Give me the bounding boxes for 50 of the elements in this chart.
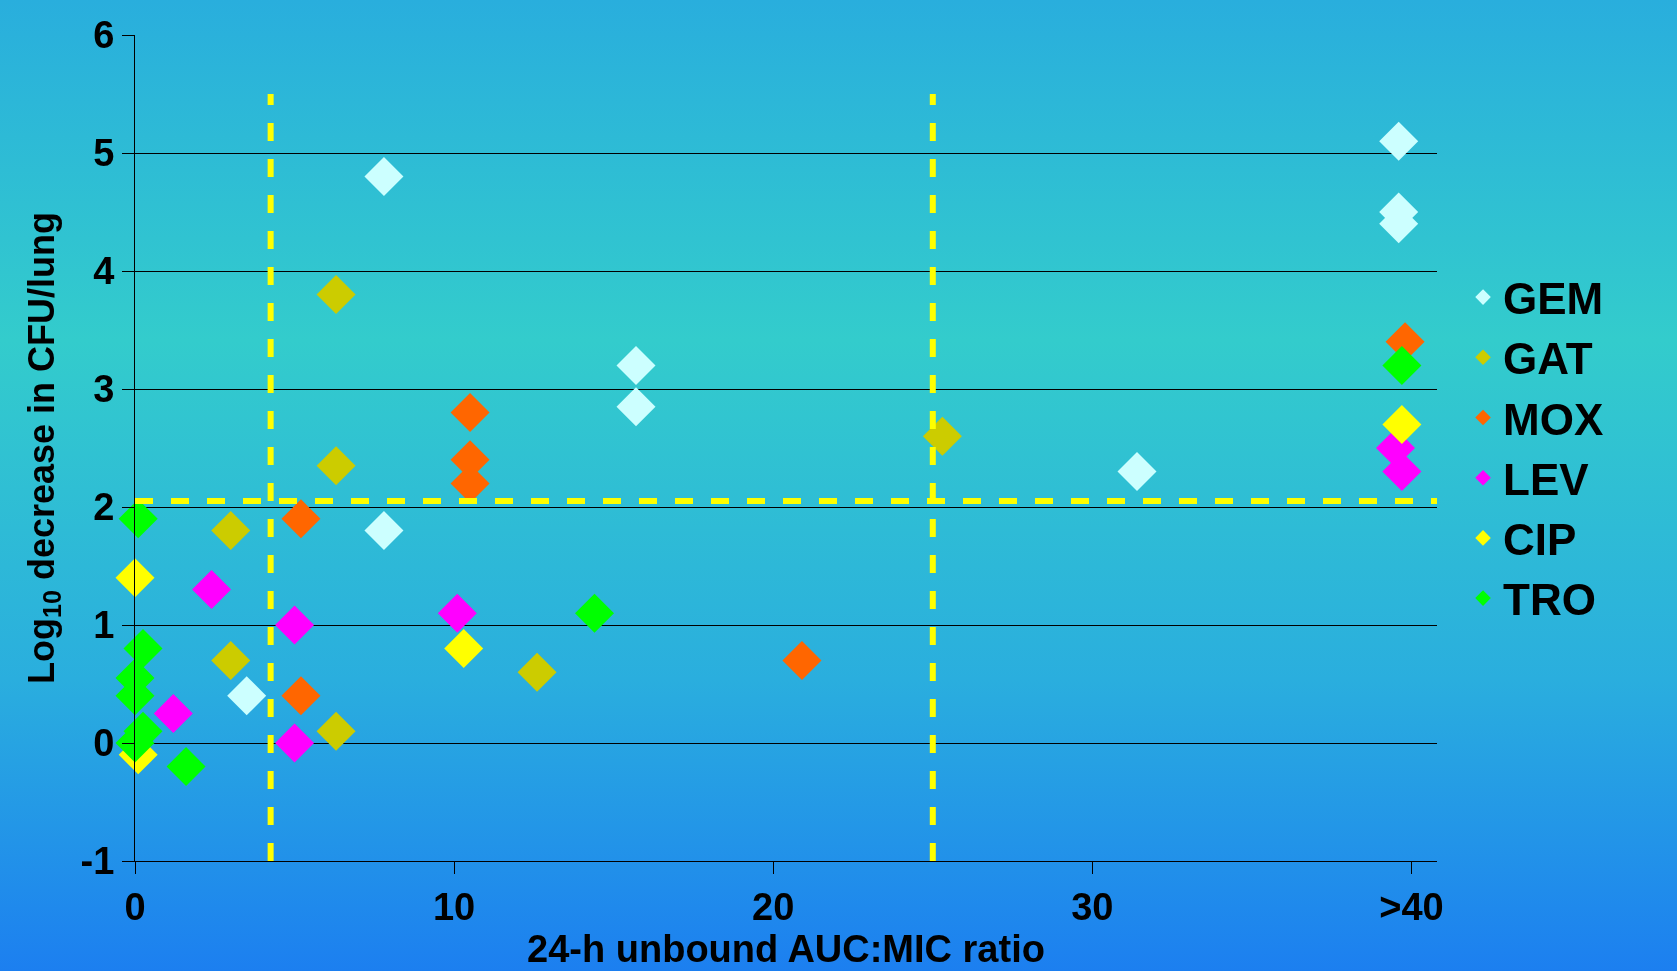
y-tick-label: 3: [93, 368, 115, 411]
point: [316, 275, 356, 315]
point: [275, 723, 315, 763]
x-tick-label: 20: [752, 885, 795, 928]
x-axis-title: 24-h unbound AUC:MIC ratio: [527, 927, 1045, 970]
point: [115, 558, 155, 598]
point: [517, 652, 557, 692]
x-tick-label: >40: [1379, 885, 1444, 928]
legend-label: GAT: [1503, 334, 1593, 384]
point: [1382, 345, 1422, 385]
point: [450, 393, 490, 433]
point: [227, 676, 267, 716]
y-tick-label: 5: [93, 132, 115, 175]
legend-label: TRO: [1503, 575, 1596, 625]
point: [437, 593, 477, 633]
point: [316, 446, 356, 486]
legend-label: CIP: [1503, 515, 1577, 565]
point: [192, 570, 232, 610]
point: [616, 387, 656, 427]
legend-label: LEV: [1503, 454, 1590, 504]
legend-label: GEM: [1503, 274, 1604, 324]
point: [123, 629, 163, 669]
point: [275, 605, 315, 645]
y-tick-label: 2: [93, 486, 115, 529]
point: [575, 593, 615, 633]
legend-label: MOX: [1503, 394, 1604, 444]
y-tick-label: 4: [93, 250, 115, 293]
point: [211, 511, 251, 551]
point: [364, 157, 404, 197]
point: [1382, 404, 1422, 444]
point: [782, 640, 822, 680]
x-tick-label: 30: [1071, 885, 1114, 928]
point: [444, 629, 484, 669]
y-tick-label: -1: [80, 840, 115, 883]
y-tick-label: 0: [93, 722, 115, 765]
point: [1379, 121, 1419, 161]
y-tick-label: 1: [93, 604, 115, 647]
point: [316, 711, 356, 751]
point: [166, 747, 206, 787]
point: [364, 511, 404, 551]
point: [1117, 452, 1157, 492]
point: [922, 416, 962, 456]
y-tick-label: 6: [93, 14, 115, 57]
point: [281, 676, 321, 716]
x-tick-label: 10: [432, 885, 476, 928]
point: [211, 640, 251, 680]
point: [616, 345, 656, 385]
x-tick-label: 0: [124, 885, 146, 928]
point: [153, 694, 193, 733]
point: [281, 499, 321, 539]
